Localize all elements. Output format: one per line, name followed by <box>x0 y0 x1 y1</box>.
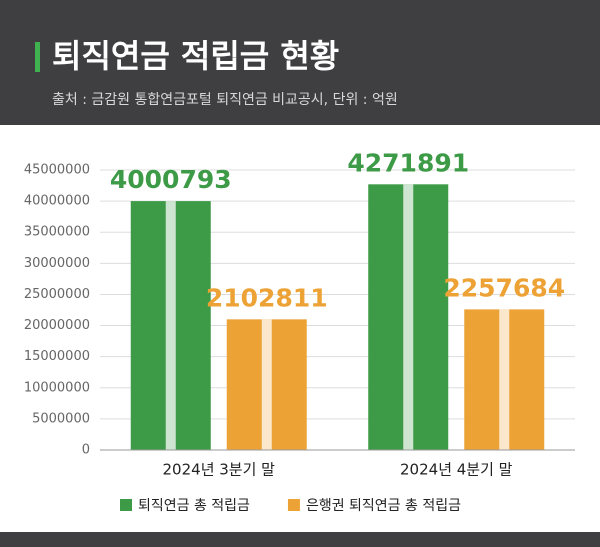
legend-label: 은행권 퇴직연금 총 적립금 <box>306 498 461 514</box>
legend-label: 퇴직연금 총 적립금 <box>138 498 250 514</box>
value-label: 2102811 <box>206 283 328 312</box>
value-label: 4000793 <box>110 165 232 194</box>
y-tick-label: 45000000 <box>24 163 90 178</box>
y-tick-label: 10000000 <box>24 380 90 395</box>
bar-stripe <box>261 319 272 450</box>
legend-swatch <box>287 499 300 511</box>
x-tick-label: 2024년 3분기 말 <box>163 461 276 479</box>
title-accent <box>35 42 40 72</box>
y-tick-label: 25000000 <box>24 287 90 302</box>
y-tick-label: 0 <box>82 443 90 458</box>
y-tick-label: 30000000 <box>24 256 90 271</box>
bar-stripe <box>403 184 414 451</box>
bar-stripe <box>499 309 510 450</box>
value-label: 4271891 <box>347 148 469 177</box>
y-tick-label: 35000000 <box>24 225 90 240</box>
y-tick-label: 5000000 <box>32 411 90 426</box>
value-label: 2257684 <box>443 273 565 302</box>
chart-title: 퇴직연금 적립금 현황 <box>52 37 339 75</box>
legend-swatch <box>120 499 132 511</box>
header-background <box>0 0 600 125</box>
footer-bar <box>0 532 600 547</box>
chart-subtitle: 출처 : 금감원 통합연금포털 퇴직연금 비교공시, 단위 : 억원 <box>52 92 398 108</box>
y-tick-label: 40000000 <box>24 194 90 209</box>
x-tick-label: 2024년 4분기 말 <box>400 461 513 479</box>
bar-stripe <box>165 201 176 450</box>
y-tick-label: 15000000 <box>24 349 90 364</box>
y-tick-label: 20000000 <box>24 318 90 333</box>
